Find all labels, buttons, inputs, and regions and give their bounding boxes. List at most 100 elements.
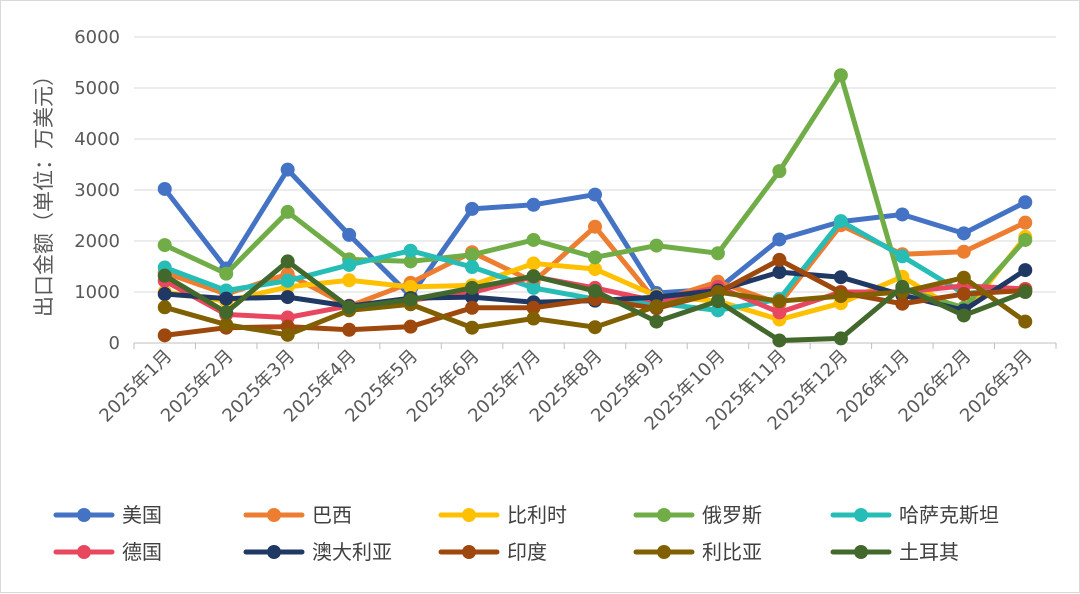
legend-item: 比利时 bbox=[438, 503, 567, 527]
legend-marker bbox=[77, 508, 91, 522]
y-tick-label: 1000 bbox=[74, 282, 120, 303]
data-point bbox=[1018, 263, 1033, 278]
data-point bbox=[219, 291, 234, 306]
legend-label: 印度 bbox=[507, 540, 547, 564]
data-point bbox=[1018, 232, 1033, 247]
legend-marker bbox=[462, 508, 476, 522]
data-point bbox=[526, 232, 541, 247]
data-point bbox=[1018, 285, 1033, 299]
y-tick-label: 3000 bbox=[74, 180, 120, 201]
data-point bbox=[833, 289, 848, 304]
data-point bbox=[956, 226, 971, 241]
data-point bbox=[649, 314, 664, 329]
y-tick-label: 0 bbox=[109, 333, 120, 354]
data-point bbox=[403, 319, 418, 334]
data-point bbox=[157, 328, 172, 343]
data-point bbox=[772, 294, 787, 309]
data-point bbox=[588, 262, 602, 277]
legend-label: 比利时 bbox=[507, 503, 567, 527]
legend-item: 美国 bbox=[53, 503, 162, 527]
data-point bbox=[649, 238, 664, 253]
legend-item: 巴西 bbox=[243, 503, 352, 527]
y-axis-label: 出口金额（单位：万美元） bbox=[32, 65, 56, 317]
data-point bbox=[833, 68, 848, 83]
data-point bbox=[219, 305, 234, 320]
data-point bbox=[157, 238, 172, 253]
data-point bbox=[465, 201, 480, 216]
data-point bbox=[280, 327, 295, 342]
data-point bbox=[157, 268, 172, 283]
data-point bbox=[403, 292, 418, 307]
data-point bbox=[833, 331, 848, 346]
data-point bbox=[895, 249, 910, 264]
legend-marker bbox=[77, 545, 91, 559]
y-tick-label: 4000 bbox=[74, 129, 120, 150]
data-point bbox=[219, 317, 234, 332]
data-point bbox=[588, 320, 602, 335]
data-point bbox=[219, 266, 234, 281]
data-point bbox=[772, 305, 787, 320]
legend-marker bbox=[657, 508, 671, 522]
data-point bbox=[772, 164, 787, 179]
data-point bbox=[465, 247, 480, 262]
legend-label: 巴西 bbox=[312, 503, 352, 527]
data-point bbox=[465, 300, 480, 315]
legend-marker bbox=[462, 545, 476, 559]
legend-item: 哈萨克斯坦 bbox=[830, 503, 999, 527]
data-point bbox=[1018, 215, 1033, 230]
data-point bbox=[956, 308, 971, 323]
data-point bbox=[833, 270, 848, 285]
y-tick-label: 2000 bbox=[74, 231, 120, 252]
data-point bbox=[280, 290, 295, 305]
data-point bbox=[403, 279, 418, 294]
data-point bbox=[588, 187, 602, 202]
legend-label: 哈萨克斯坦 bbox=[899, 503, 999, 527]
legend-label: 德国 bbox=[122, 540, 162, 564]
data-point bbox=[157, 300, 172, 315]
data-point bbox=[895, 207, 910, 222]
data-point bbox=[833, 214, 848, 229]
data-point bbox=[526, 280, 541, 295]
legend-item: 土耳其 bbox=[830, 540, 959, 564]
data-point bbox=[710, 246, 725, 261]
data-point bbox=[649, 299, 664, 314]
data-point bbox=[157, 287, 172, 302]
data-point bbox=[342, 322, 357, 337]
data-point bbox=[772, 265, 787, 280]
data-point bbox=[526, 311, 541, 326]
data-point bbox=[956, 270, 971, 285]
data-point bbox=[1018, 195, 1033, 210]
data-point bbox=[465, 260, 480, 275]
data-point bbox=[895, 296, 910, 311]
legend-marker bbox=[657, 545, 671, 559]
series-10 bbox=[157, 254, 1033, 348]
y-tick-label: 5000 bbox=[74, 78, 120, 99]
data-point bbox=[588, 250, 602, 265]
legend-marker bbox=[854, 545, 868, 559]
data-point bbox=[895, 279, 910, 294]
legend-label: 土耳其 bbox=[899, 540, 959, 564]
data-point bbox=[157, 181, 172, 196]
data-point bbox=[956, 287, 971, 302]
data-point bbox=[280, 162, 295, 177]
legend-item: 利比亚 bbox=[633, 540, 762, 564]
legend-label: 美国 bbox=[122, 503, 162, 527]
legend-label: 利比亚 bbox=[702, 540, 762, 564]
data-point bbox=[710, 294, 725, 309]
legend-item: 澳大利亚 bbox=[243, 540, 392, 564]
data-point bbox=[342, 273, 357, 288]
data-point bbox=[1018, 314, 1033, 329]
data-point bbox=[526, 256, 541, 271]
data-point bbox=[280, 273, 295, 288]
data-point bbox=[280, 204, 295, 219]
data-point bbox=[772, 252, 787, 267]
legend-marker bbox=[267, 545, 281, 559]
legend-item: 德国 bbox=[53, 540, 162, 564]
data-point bbox=[526, 269, 541, 284]
series-lines bbox=[157, 68, 1033, 348]
series-9 bbox=[157, 270, 1033, 342]
data-point bbox=[526, 300, 541, 315]
data-point bbox=[465, 320, 480, 335]
